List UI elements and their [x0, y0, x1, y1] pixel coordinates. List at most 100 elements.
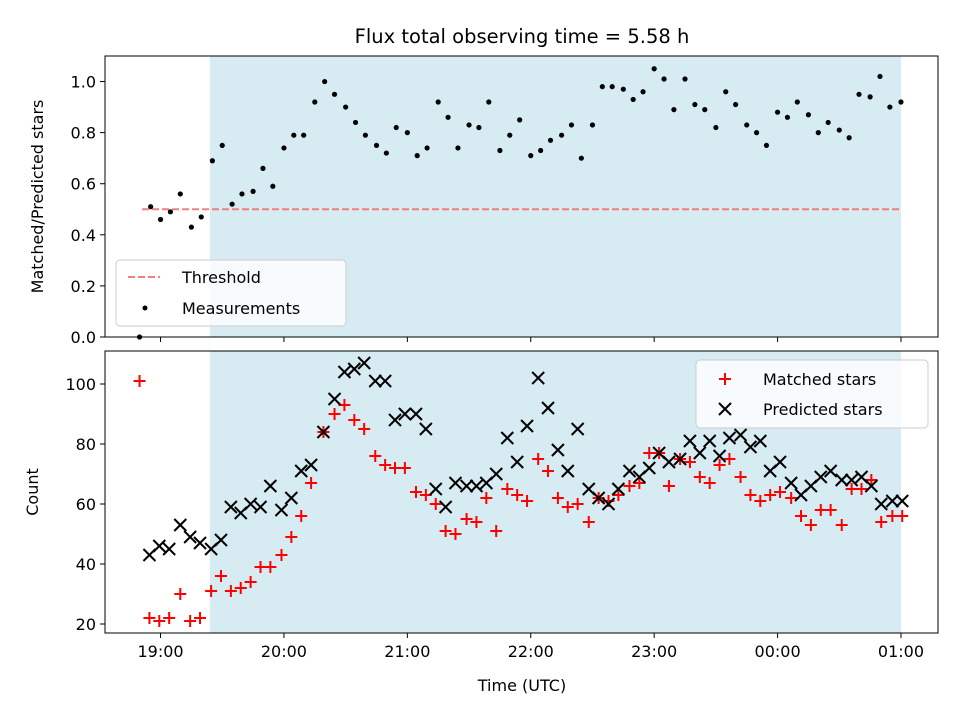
- ratio-y-tick-label: 0.8: [71, 124, 96, 143]
- ratio-panel-frame: [104, 55, 939, 338]
- matched-stars-point: [804, 519, 817, 531]
- matched-stars-point: [379, 459, 392, 471]
- predicted-stars-point: [294, 464, 308, 478]
- measurement-point: [589, 122, 596, 128]
- measurement-point: [671, 107, 677, 113]
- measurement-point: [291, 132, 297, 138]
- matched-stars-point: [734, 471, 747, 483]
- matched-stars-point: [612, 489, 625, 501]
- measurement-point: [486, 99, 492, 105]
- measurements-series: [136, 66, 904, 340]
- measurement-point: [424, 145, 430, 151]
- measurement-point: [630, 96, 636, 103]
- measurement-point: [713, 124, 719, 131]
- matched-stars-point: [460, 513, 473, 525]
- predicted-stars-point: [591, 491, 606, 505]
- ratio-y-tick-label: 0.4: [71, 226, 96, 245]
- predicted-stars-point: [193, 536, 207, 550]
- measurement-point: [815, 130, 821, 136]
- measurement-point: [528, 153, 534, 159]
- measurement-point: [825, 119, 831, 126]
- matched-stars-point: [532, 453, 545, 465]
- measurement-point: [435, 99, 441, 105]
- matched-stars-point: [163, 612, 176, 624]
- matched-stars-point: [358, 423, 371, 435]
- ratio-y-tick-label: 0.2: [71, 277, 96, 296]
- predicted-stars-point: [531, 371, 545, 385]
- measurement-point: [682, 76, 688, 82]
- matched-stars-point: [470, 516, 483, 528]
- predicted-stars-point: [814, 470, 828, 484]
- measurement-point: [744, 122, 750, 128]
- measurement-point: [383, 150, 389, 156]
- predicted-stars-point: [429, 482, 443, 496]
- measurement-point: [805, 112, 812, 118]
- measurement-point: [559, 132, 565, 138]
- matched-stars-point: [439, 525, 452, 537]
- matched-stars-point: [143, 612, 156, 624]
- matched-stars-point: [764, 489, 777, 501]
- measurement-point: [476, 124, 482, 131]
- matched-stars-point: [835, 519, 848, 531]
- predicted-stars-point: [844, 473, 859, 487]
- predicted-stars-point: [874, 497, 888, 511]
- predicted-stars-point: [274, 503, 289, 517]
- predicted-stars-point: [152, 539, 167, 553]
- measurement-point: [373, 142, 380, 149]
- predicted-stars-point: [263, 479, 278, 493]
- matched-stars-point: [744, 489, 757, 501]
- measurement-point: [250, 188, 256, 194]
- matched-legend-label: Matched stars: [763, 370, 876, 389]
- measurement-point: [599, 84, 605, 90]
- matched-legend-swatch: [719, 373, 731, 385]
- measurement-point: [270, 183, 276, 189]
- count-y-ticks: 20 40 60 80 100: [65, 375, 105, 634]
- predicted-stars-point: [378, 374, 392, 388]
- count-x-tick-label: 20:00: [261, 642, 307, 661]
- measurement-point: [188, 224, 194, 230]
- count-y-tick-label: 20: [76, 615, 96, 634]
- predicted-stars-point: [357, 356, 371, 370]
- measurement-point: [733, 101, 739, 108]
- measurement-point: [620, 86, 626, 92]
- predicted-stars-point: [551, 443, 565, 457]
- matched-stars-point: [264, 561, 277, 573]
- matched-stars-point: [194, 612, 207, 624]
- matched-stars-point: [328, 408, 341, 420]
- matched-stars-point: [234, 582, 247, 594]
- matched-stars-point: [662, 480, 675, 492]
- predicted-stars-point: [611, 482, 626, 496]
- matched-stars-point: [511, 489, 524, 501]
- ratio-y-ticks: 0.0 0.2 0.4 0.6 0.8 1.0: [71, 73, 105, 347]
- predicted-stars-point: [173, 518, 187, 532]
- measurement-point: [887, 104, 893, 110]
- count-x-tick-label: 01:00: [878, 642, 924, 661]
- matched-stars-point: [855, 483, 868, 495]
- measurement-point: [445, 114, 451, 120]
- chart-title: Flux total observing time = 5.58 h: [355, 25, 690, 48]
- count-x-tick-label: 23:00: [631, 642, 677, 661]
- predicted-stars-point: [409, 407, 423, 421]
- count-y-axis-label: Count: [23, 468, 42, 516]
- predicted-stars-point: [419, 422, 433, 436]
- measurement-point: [763, 142, 770, 149]
- predicted-stars-point: [622, 464, 637, 478]
- threshold-legend-label: Threshold: [181, 268, 261, 287]
- count-y-tick-label: 60: [76, 495, 96, 514]
- predicted-legend-swatch: [718, 402, 732, 416]
- matched-stars-point: [429, 498, 442, 510]
- measurement-point: [343, 104, 349, 110]
- predicted-legend-label: Predicted stars: [763, 400, 883, 419]
- predicted-stars-point: [693, 446, 707, 460]
- predicted-stars-point: [316, 425, 331, 439]
- matched-stars-point: [224, 585, 237, 597]
- predicted-stars-point: [510, 455, 524, 469]
- count-legend-box: [695, 359, 929, 429]
- measurement-point: [301, 132, 307, 138]
- measurement-point: [538, 147, 544, 154]
- matched-stars-point: [703, 477, 716, 489]
- matched-stars-point: [305, 477, 318, 489]
- predicted-stars-point: [662, 455, 676, 469]
- matched-stars-point: [824, 504, 837, 516]
- predicted-stars-point: [243, 497, 258, 511]
